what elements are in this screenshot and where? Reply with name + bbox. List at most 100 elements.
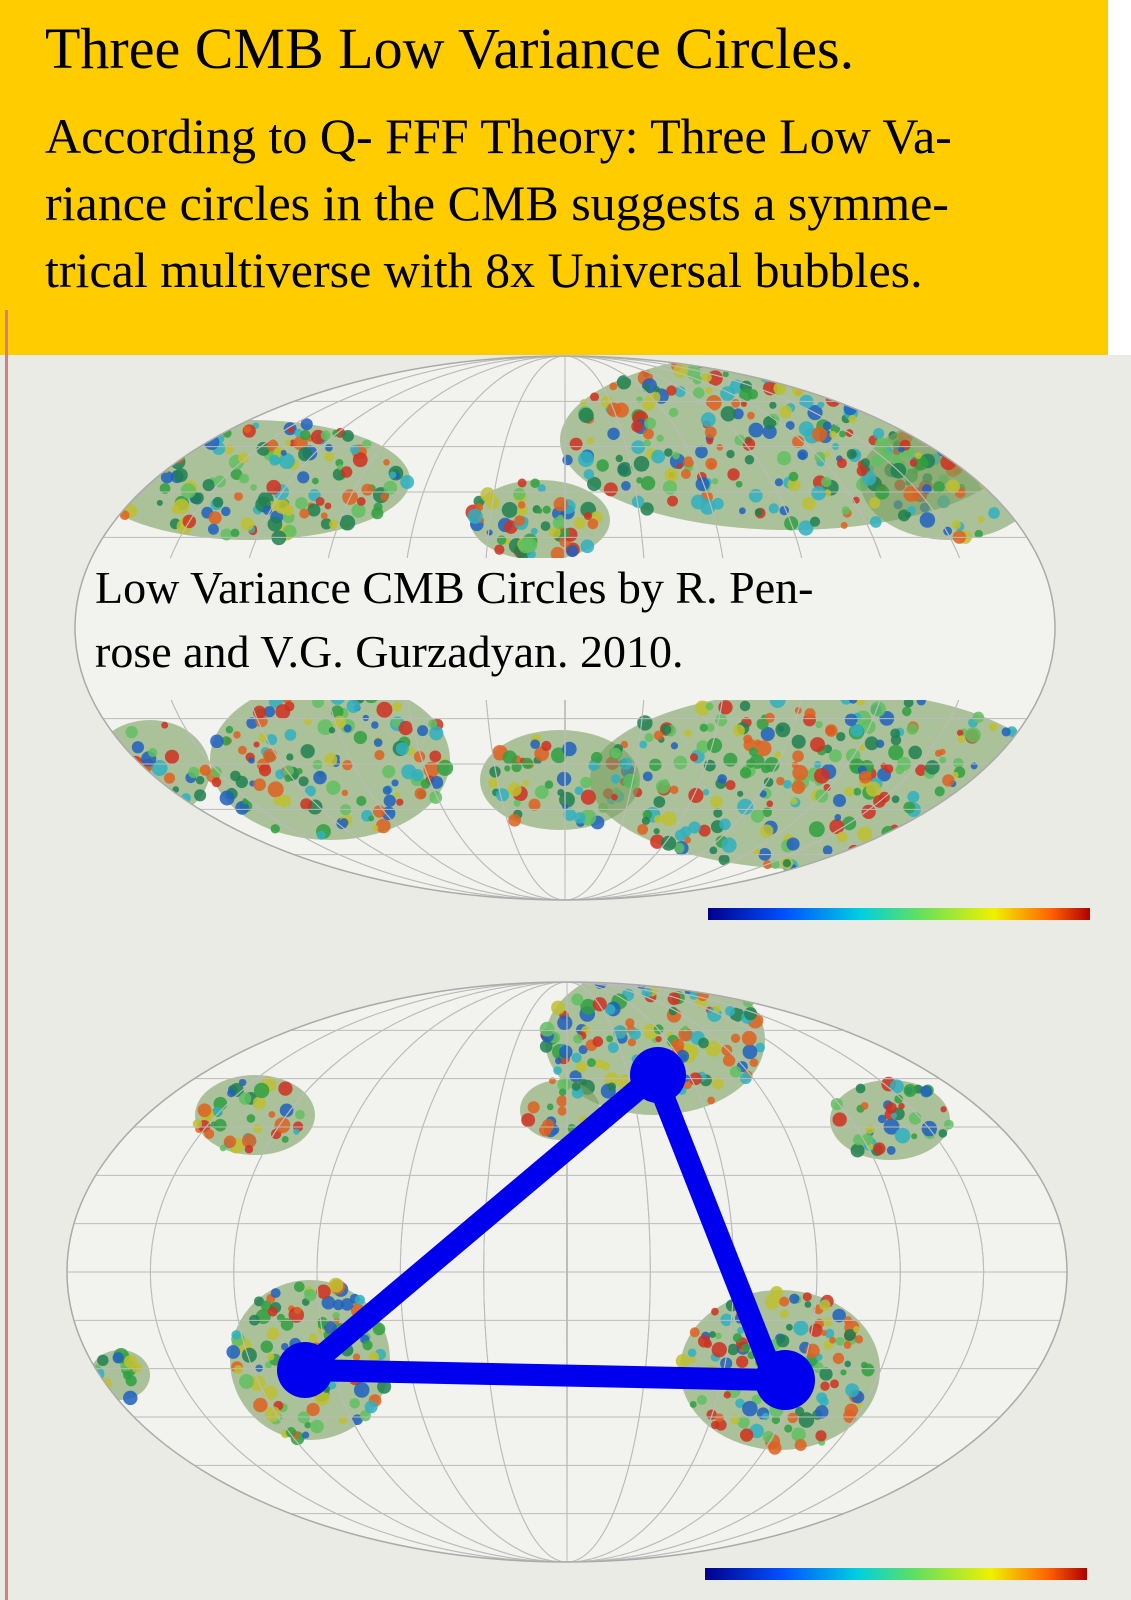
left-rule [5,310,8,1600]
noise [542,505,551,514]
noise [316,1284,331,1299]
noise [815,1430,827,1442]
noise [641,816,650,825]
noise [742,438,756,451]
noise [829,1336,836,1344]
noise [553,497,569,512]
noise [557,1106,567,1116]
noise [708,462,715,469]
noise [617,461,633,477]
noise [737,790,744,797]
noise [742,1044,758,1060]
noise [688,821,701,834]
noise [643,439,651,448]
noise [352,452,368,468]
noise [629,1028,641,1040]
noise [889,1079,904,1094]
map-outline [66,981,1068,1563]
noise [285,1427,297,1438]
noise [794,1439,807,1452]
noise [870,701,886,717]
noise [514,515,525,527]
noise [748,747,758,757]
noise [736,1355,749,1368]
noise [467,508,483,524]
noise [844,1360,852,1368]
noise [293,1306,302,1315]
noise [742,1400,758,1417]
noise [714,1413,724,1423]
noise [709,846,718,855]
noise [248,757,255,764]
noise [832,1112,847,1127]
noise [773,381,787,395]
noise [268,1111,276,1118]
noise [810,737,826,753]
noise [317,1316,328,1327]
noise [258,764,272,777]
noise [559,791,575,808]
noise [775,722,791,738]
noise [622,773,639,790]
noise [241,1347,257,1363]
noise [832,793,847,807]
noise [539,1021,555,1037]
noise [489,766,501,778]
noise [705,1040,722,1057]
noise [320,430,331,441]
noise [717,774,727,784]
noise [486,529,493,536]
noise [660,724,672,735]
noise [295,497,308,510]
noise [239,473,250,484]
noise [437,759,454,776]
noise [562,454,573,466]
noise [874,437,889,452]
noise [164,749,180,764]
noise [603,482,618,497]
noise [194,789,207,802]
noise [667,992,681,1006]
noise [280,1318,294,1331]
noise [664,448,673,457]
noise [672,451,680,460]
noise [723,752,738,767]
noise [396,798,404,806]
noise [580,998,596,1015]
noise [830,423,841,434]
noise [743,734,753,744]
noise [642,397,656,411]
noise [739,700,751,712]
noise [380,492,389,501]
noise [324,451,334,462]
noise [210,766,222,778]
noise [340,466,353,478]
noise [703,1339,713,1349]
noise [213,475,226,488]
noise [820,1381,830,1391]
noise [945,479,961,494]
noise [953,757,964,769]
noise [265,1361,272,1369]
noise [354,1294,366,1305]
noise [530,527,538,535]
noise [123,1390,138,1406]
noise [123,1355,138,1369]
noise [861,804,876,820]
noise [699,723,708,732]
noise [233,1364,243,1375]
noise [125,726,138,739]
noise [684,729,692,738]
noise [517,478,527,488]
noise [787,1412,798,1424]
noise [723,1391,731,1399]
noise [211,777,222,788]
noise [616,375,632,390]
noise [324,502,332,510]
noise [252,1096,267,1110]
band [75,558,1055,700]
noise [631,420,643,433]
noise [939,756,947,764]
noise [789,1293,800,1304]
noise [695,445,708,459]
